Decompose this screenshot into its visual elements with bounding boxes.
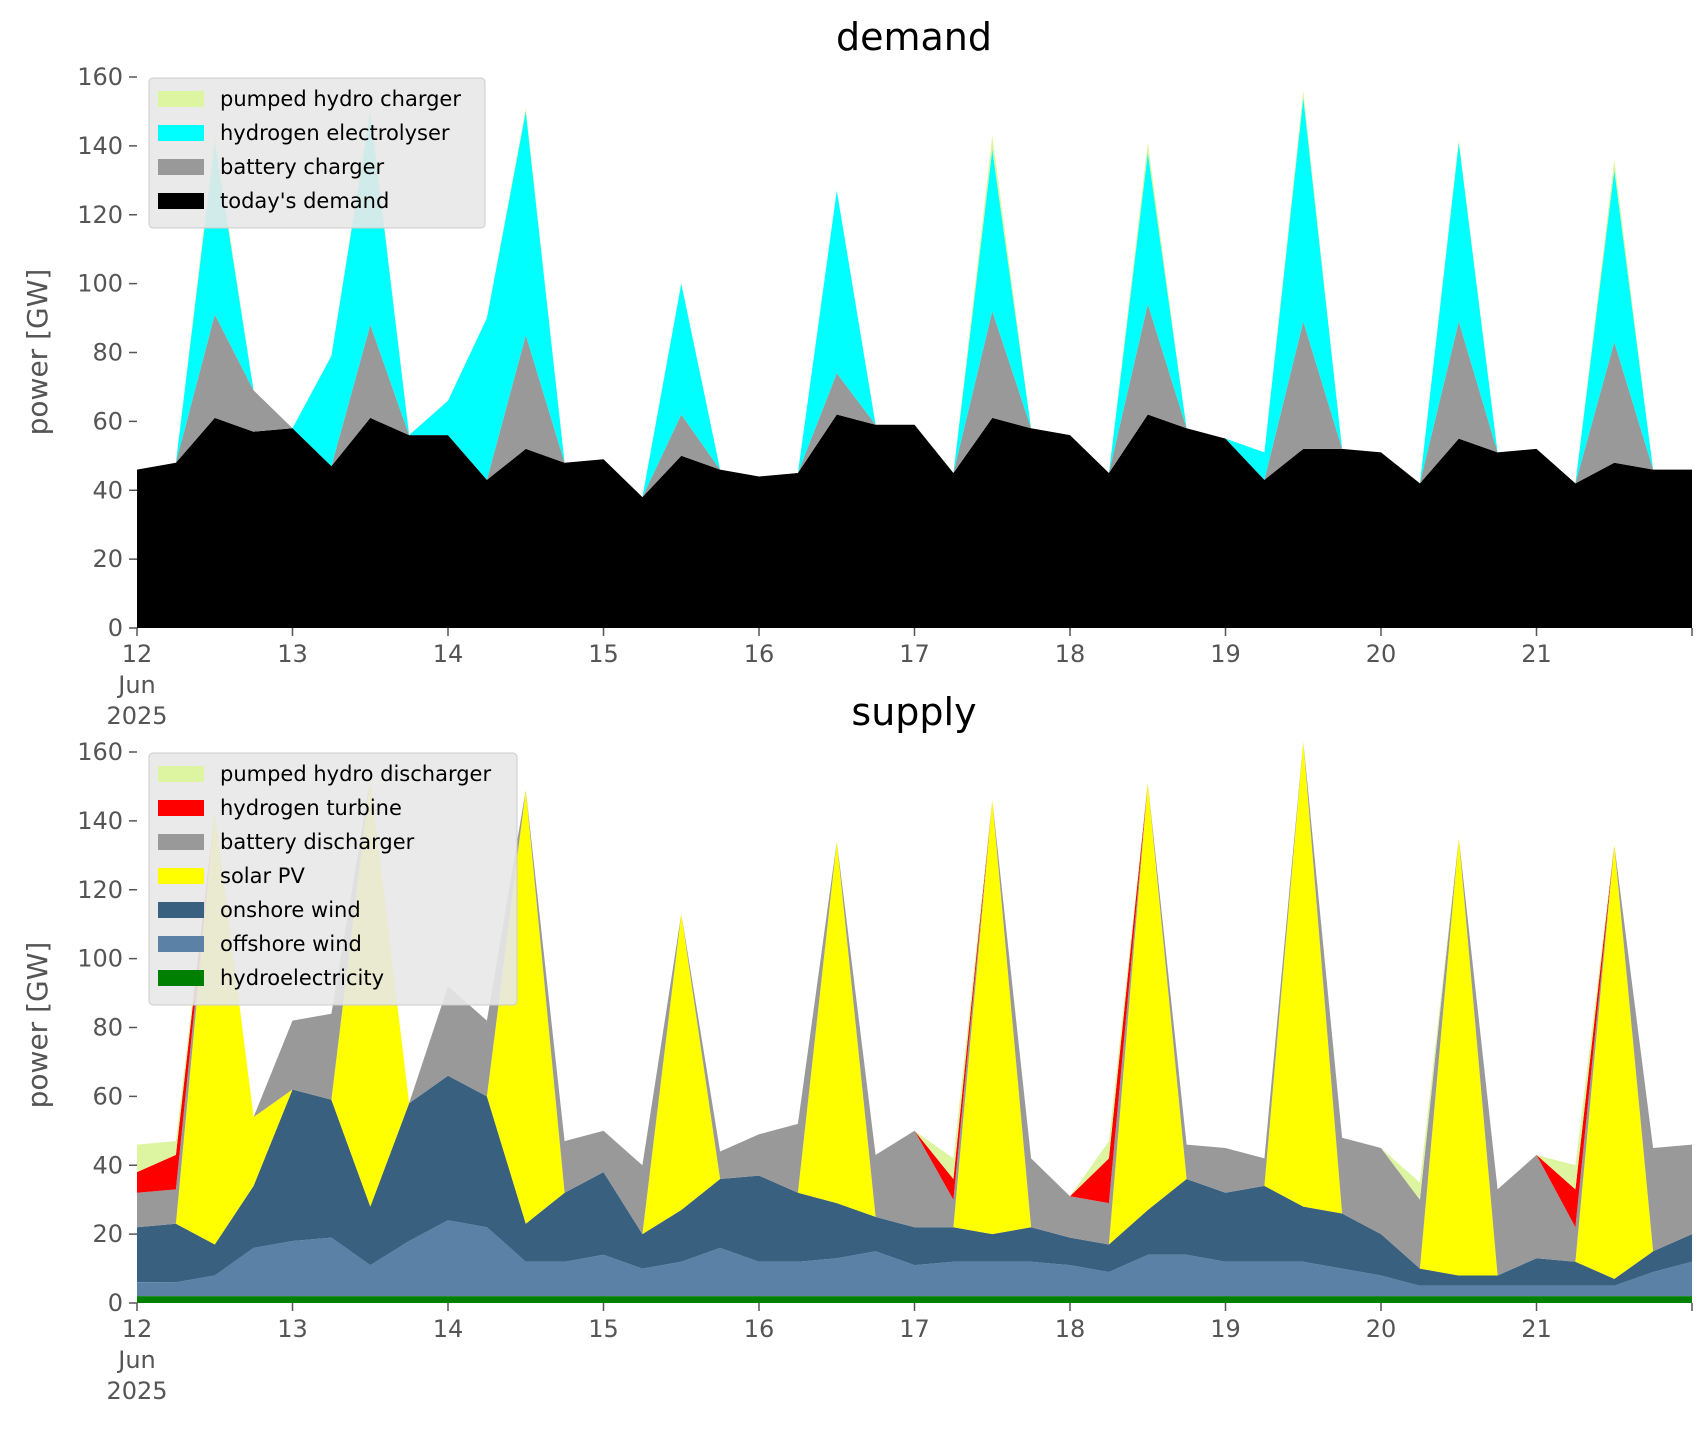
x-tick-label: 20 (1366, 640, 1397, 668)
area-offshore-wind (137, 1220, 1692, 1297)
y-tick-label: 60 (92, 407, 123, 435)
demand-legend: pumped hydro charger hydrogen electrolyse… (148, 77, 486, 229)
area-battery-discharger (137, 741, 1692, 1276)
legend-swatch-solar-pv (158, 868, 204, 884)
legend-label-battery-discharger: battery discharger (220, 830, 415, 854)
legend-label-hydrogen-turbine: hydrogen turbine (220, 796, 402, 820)
legend-swatch-battery-discharger (158, 834, 204, 850)
y-axis-label: power [GW] (21, 269, 54, 436)
legend-label-battery-charger: battery charger (220, 155, 385, 179)
supply-area-layers (137, 741, 1692, 1303)
y-tick-label: 40 (92, 1151, 123, 1179)
y-tick-label: 0 (108, 1289, 123, 1317)
legend-box (148, 752, 518, 1006)
x-tick-label: 18 (1055, 1315, 1086, 1343)
y-tick-label: 160 (77, 738, 123, 766)
area-onshore-wind (137, 1075, 1692, 1286)
legend-swatch-hydrogen-turbine (158, 800, 204, 816)
y-tick-label: 100 (77, 270, 123, 298)
y-axis-label: power [GW] (21, 942, 54, 1109)
x-tick-label: 15 (588, 1315, 619, 1343)
legend-swatch-hydroelectricity (158, 970, 204, 986)
x-tick-label: 18 (1055, 640, 1086, 668)
y-tick-label: 160 (77, 63, 123, 91)
legend-swatch-battery-charger (158, 159, 204, 175)
x-tick-label: 19 (1210, 1315, 1241, 1343)
x-tick-label: 13 (277, 640, 308, 668)
y-tick-label: 80 (92, 1014, 123, 1042)
y-tick-label: 80 (92, 339, 123, 367)
supply-legend: pumped hydro discharger hydrogen turbine b… (148, 752, 518, 1006)
x-tick-sublabel: 2025 (106, 1377, 167, 1405)
supply-axes: 0 20 40 60 80 100 120 140 160 12 Jun 2025 13 14 15 16 17… (77, 738, 1693, 1405)
x-tick-label: 21 (1521, 1315, 1552, 1343)
x-tick-label: 12 (122, 640, 153, 668)
demand-axes: 0 20 40 60 80 100 120 140 160 12 Jun 2025 13 14 15 16 17… (77, 63, 1693, 730)
x-tick-label: 14 (433, 640, 464, 668)
area-today-s-demand (137, 414, 1692, 628)
demand-area-layers (137, 90, 1692, 628)
legend-label-hydroelectricity: hydroelectricity (220, 966, 384, 990)
y-tick-label: 140 (77, 132, 123, 160)
x-tick-label: 14 (433, 1315, 464, 1343)
x-tick-label: 16 (744, 1315, 775, 1343)
legend-label-today-s-demand: today's demand (220, 189, 389, 213)
legend-box (148, 77, 486, 229)
chart-title: demand (836, 15, 992, 59)
legend-label-solar-pv: solar PV (220, 864, 305, 888)
y-tick-label: 40 (92, 476, 123, 504)
y-tick-label: 140 (77, 807, 123, 835)
supply-chart: supply 0 20 40 60 80 100 120 140 160 12 Jun 2025 13 1… (21, 690, 1693, 1405)
y-tick-label: 20 (92, 1220, 123, 1248)
area-hydrogen-electrolyser (137, 97, 1692, 498)
chart-title: supply (851, 690, 976, 734)
legend-label-pumped-hydro-discharger: pumped hydro discharger (220, 762, 491, 786)
area-solar-pv (137, 741, 1692, 1279)
x-tick-sublabel: 2025 (106, 702, 167, 730)
x-tick-label: 17 (899, 640, 930, 668)
legend-swatch-onshore-wind (158, 902, 204, 918)
legend-label-onshore-wind: onshore wind (220, 898, 361, 922)
legend-swatch-hydrogen-electrolyser (158, 125, 204, 141)
y-tick-label: 100 (77, 945, 123, 973)
y-tick-label: 20 (92, 545, 123, 573)
legend-label-offshore-wind: offshore wind (220, 932, 362, 956)
y-tick-label: 120 (77, 876, 123, 904)
y-tick-label: 60 (92, 1082, 123, 1110)
x-tick-label: 12 (122, 1315, 153, 1343)
x-tick-label: 16 (744, 640, 775, 668)
legend-swatch-today-s-demand (158, 193, 204, 209)
area-hydroelectricity (137, 1296, 1692, 1303)
x-tick-label: 19 (1210, 640, 1241, 668)
legend-label-hydrogen-electrolyser: hydrogen electrolyser (220, 121, 450, 145)
x-tick-label: 17 (899, 1315, 930, 1343)
x-tick-sublabel: Jun (116, 671, 156, 699)
x-tick-label: 13 (277, 1315, 308, 1343)
legend-swatch-pumped-hydro-discharger (158, 766, 204, 782)
legend-swatch-offshore-wind (158, 936, 204, 952)
demand-chart: demand 0 20 40 60 80 100 120 140 160 12 Jun 2025 13 1… (21, 15, 1693, 730)
y-tick-label: 120 (77, 201, 123, 229)
legend-label-pumped-hydro-charger: pumped hydro charger (220, 87, 461, 111)
y-tick-label: 0 (108, 614, 123, 642)
legend-swatch-pumped-hydro-charger (158, 91, 204, 107)
x-tick-sublabel: Jun (116, 1346, 156, 1374)
x-tick-label: 15 (588, 640, 619, 668)
area-battery-charger (137, 304, 1692, 498)
x-tick-label: 20 (1366, 1315, 1397, 1343)
x-tick-label: 21 (1521, 640, 1552, 668)
